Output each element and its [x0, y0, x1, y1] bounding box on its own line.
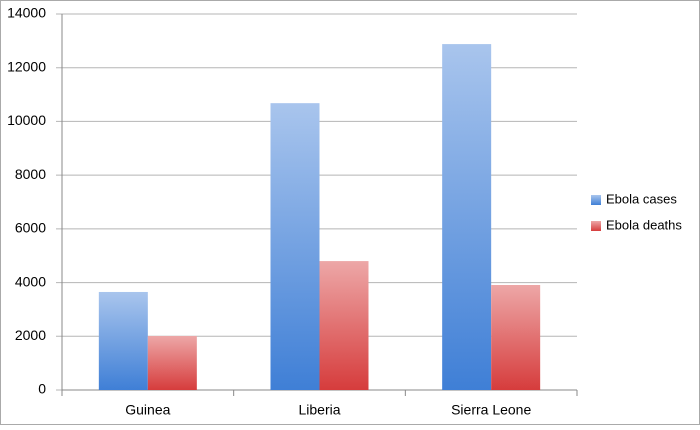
x-tick-label: Guinea [125, 402, 170, 418]
y-tick-label: 12000 [7, 58, 46, 74]
y-tick-label: 4000 [15, 273, 46, 289]
y-tick-label: 8000 [15, 166, 46, 182]
x-tick-label: Liberia [298, 402, 340, 418]
legend-label: Ebola cases [606, 191, 677, 206]
y-tick-label: 10000 [7, 112, 46, 128]
bar [147, 336, 197, 390]
y-tick-label: 0 [38, 381, 46, 397]
legend-label: Ebola deaths [606, 217, 682, 232]
y-tick-label: 6000 [15, 220, 46, 236]
y-tick-label: 14000 [7, 5, 46, 21]
x-tick-label: Sierra Leone [451, 402, 531, 418]
legend-swatch [591, 195, 601, 205]
y-tick-label: 2000 [15, 327, 46, 343]
bar [442, 44, 492, 391]
bar [319, 261, 369, 390]
bar [98, 291, 148, 390]
bar [491, 284, 541, 390]
legend-swatch [591, 221, 601, 231]
bar [270, 103, 320, 390]
